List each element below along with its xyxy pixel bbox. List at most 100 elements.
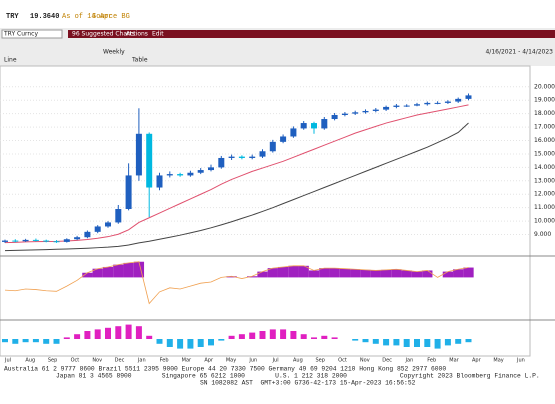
candle-body xyxy=(455,98,462,102)
x-tick-label: Nov xyxy=(92,358,102,364)
osc-fill xyxy=(339,268,351,278)
x-tick-label: Oct xyxy=(71,358,80,364)
histogram-bar xyxy=(424,339,431,347)
x-tick-label: Jul xyxy=(4,358,11,364)
candle-body xyxy=(341,113,348,115)
x-tick-label: Apr xyxy=(204,358,214,364)
osc-fill xyxy=(277,266,289,278)
candle-body xyxy=(2,240,8,242)
candle-body xyxy=(166,174,173,176)
histogram-bar xyxy=(331,337,338,339)
histogram-bar xyxy=(414,339,420,347)
osc-line xyxy=(4,261,469,305)
y-tick-label: 18.000 xyxy=(534,110,555,117)
candle-body xyxy=(311,123,317,129)
candle-body xyxy=(434,102,441,104)
histogram-bar xyxy=(187,339,194,349)
footer-line: Australia 61 2 9777 8600 Brazil 5511 239… xyxy=(4,366,446,373)
osc-fill xyxy=(308,270,320,278)
histogram-bar xyxy=(115,326,122,339)
candle-body xyxy=(321,119,328,129)
histogram-bar xyxy=(2,339,8,343)
candle-body xyxy=(259,151,266,157)
osc-fill xyxy=(247,276,258,278)
suggested-button[interactable]: 96 Suggested Charts xyxy=(72,31,135,38)
histogram-bar xyxy=(135,326,142,339)
osc-fill xyxy=(226,276,237,278)
x-tick-label: May xyxy=(226,358,236,364)
period-select[interactable]: Weekly xyxy=(103,49,125,56)
candle-body xyxy=(125,175,132,210)
candle-body xyxy=(146,133,153,188)
y-tick-label: 14.000 xyxy=(534,164,555,171)
x-tick-label: Jan xyxy=(405,358,414,364)
table-button[interactable]: Table xyxy=(131,57,148,64)
osc-fill xyxy=(102,266,114,278)
histogram-bar xyxy=(259,331,266,339)
x-tick-label: Dec xyxy=(115,358,125,364)
osc-fill xyxy=(463,267,474,278)
x-tick-label: May xyxy=(493,358,503,364)
osc-fill xyxy=(401,270,412,278)
candle-body xyxy=(362,110,369,113)
moving-average xyxy=(4,122,469,252)
histogram-bar xyxy=(465,339,472,343)
osc-fill xyxy=(319,268,330,278)
histogram-bar xyxy=(311,337,317,339)
histogram-bar xyxy=(228,335,235,339)
x-tick-label: Feb xyxy=(160,358,169,364)
osc-fill xyxy=(92,268,103,278)
osc-fill xyxy=(329,268,340,278)
security-box[interactable] xyxy=(1,29,63,39)
candle-body xyxy=(53,241,60,243)
candle-body xyxy=(444,101,451,103)
y-tick-label: 19.000 xyxy=(534,97,555,104)
actions-button[interactable]: Actions xyxy=(126,31,148,38)
ticker: TRY xyxy=(6,13,19,21)
histogram-bar xyxy=(372,339,379,344)
osc-fill xyxy=(453,269,464,278)
osc-fill xyxy=(82,272,93,278)
date-range[interactable]: 4/16/2021 - 4/14/2023 xyxy=(485,49,553,56)
histogram-bar xyxy=(74,334,81,339)
edit-button[interactable]: Edit xyxy=(152,31,164,38)
histogram-bar xyxy=(208,339,214,346)
histogram-bar xyxy=(12,339,19,344)
x-tick-label: Sep xyxy=(48,358,57,364)
y-tick-label: 9.000 xyxy=(534,231,551,238)
candle-body xyxy=(424,102,431,105)
line-button[interactable]: Line xyxy=(4,57,17,64)
candle-body xyxy=(465,95,472,99)
footer-line: Japan 81 3 4565 8900 Singapore 65 6212 1… xyxy=(56,373,540,380)
y-tick-label: 16.000 xyxy=(534,137,555,144)
candle-body xyxy=(290,128,297,137)
histogram-bar xyxy=(156,339,163,344)
histogram-bar xyxy=(22,339,29,343)
candle-body xyxy=(238,156,245,158)
candle-body xyxy=(63,239,70,242)
menu-bar xyxy=(68,30,555,38)
histogram-bar xyxy=(84,331,91,339)
histogram-bar xyxy=(403,339,410,347)
histogram-bar xyxy=(105,327,111,339)
candle-body xyxy=(177,174,184,176)
histogram-bar xyxy=(455,339,462,344)
osc-fill xyxy=(267,268,278,278)
candle-body xyxy=(280,136,287,142)
candle-body xyxy=(300,123,307,129)
y-tick-label: 13.000 xyxy=(534,177,555,184)
histogram-bar xyxy=(146,335,153,339)
x-tick-label: Mar xyxy=(182,358,192,364)
osc-fill xyxy=(411,271,423,278)
osc-fill xyxy=(113,264,124,278)
x-tick-label: Mar xyxy=(449,358,459,364)
x-tick-label: Dec xyxy=(382,358,392,364)
histogram-bar xyxy=(362,339,369,343)
security: TRY Curncy xyxy=(3,31,38,38)
x-tick-label: Nov xyxy=(360,358,370,364)
osc-fill xyxy=(298,265,309,278)
osc-fill xyxy=(257,271,268,278)
candle-body xyxy=(105,222,111,227)
histogram-bar xyxy=(63,337,70,339)
